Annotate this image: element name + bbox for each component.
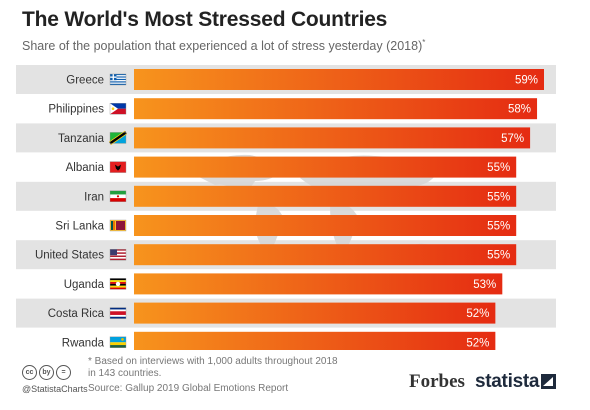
forbes-logo[interactable]: Forbes xyxy=(409,371,465,392)
bar-philippines[interactable] xyxy=(134,98,538,120)
bar-sri-lanka[interactable] xyxy=(134,215,517,236)
bar-costa-rica[interactable] xyxy=(134,302,496,324)
data-label: 55% xyxy=(487,221,510,233)
category-label: Rwanda xyxy=(62,337,105,349)
statista-handle: @StatistaCharts xyxy=(22,384,88,394)
philippines-flag-icon xyxy=(109,102,127,115)
category-label: Tanzania xyxy=(58,133,105,145)
costa-rica-flag-icon xyxy=(109,307,127,319)
attribution-icon: by xyxy=(39,365,54,380)
bar-united-states[interactable] xyxy=(134,244,517,266)
bar-albania[interactable] xyxy=(134,156,517,178)
data-label: 53% xyxy=(473,279,496,291)
data-label: 59% xyxy=(515,75,538,87)
data-label: 55% xyxy=(487,191,510,203)
chart-subtitle: Share of the population that experienced… xyxy=(22,38,425,53)
source-note: Source: Gallup 2019 Global Emotions Repo… xyxy=(88,383,289,394)
bar-chart: Greece 59% Philippines 58% Tanzania 57% Albani… xyxy=(16,65,556,350)
chart-title: The World's Most Stressed Countries xyxy=(22,8,388,31)
category-label: Greece xyxy=(66,75,104,87)
category-label: Philippines xyxy=(48,104,104,116)
category-label: Iran xyxy=(84,191,104,203)
creative-commons-icons: cc by = xyxy=(22,365,71,380)
tanzania-flag-icon xyxy=(108,130,128,146)
data-label: 55% xyxy=(487,250,510,262)
footnote: * Based on interviews with 1,000 adults … xyxy=(88,356,338,379)
bar-iran[interactable] xyxy=(134,185,517,207)
bar-rwanda[interactable] xyxy=(134,331,496,350)
data-label: 55% xyxy=(487,162,510,174)
data-label: 58% xyxy=(508,104,531,116)
cc-icon: cc xyxy=(22,365,37,380)
category-label: United States xyxy=(35,250,104,262)
bar-uganda[interactable] xyxy=(134,273,503,295)
uganda-flag-icon xyxy=(109,278,127,290)
united-states-flag-icon xyxy=(109,248,127,261)
no-derivatives-icon: = xyxy=(56,365,71,380)
greece-flag-icon xyxy=(109,73,127,86)
category-label: Costa Rica xyxy=(48,308,105,320)
data-label: 52% xyxy=(466,308,489,320)
subtitle-footnote-mark: * xyxy=(422,38,426,47)
statista-logo[interactable]: statista xyxy=(475,371,540,392)
category-label: Uganda xyxy=(64,279,105,291)
iran-flag-icon xyxy=(109,190,127,203)
bar-tanzania[interactable] xyxy=(134,127,531,149)
category-label: Sri Lanka xyxy=(55,221,104,233)
subtitle-text: Share of the population that experienced… xyxy=(22,39,423,54)
data-label: 57% xyxy=(501,133,524,145)
bar-greece[interactable] xyxy=(134,69,544,90)
albania-flag-icon xyxy=(109,161,127,173)
statista-logo-icon xyxy=(541,374,556,389)
category-label: Albania xyxy=(66,162,105,174)
sri-lanka-flag-icon xyxy=(109,219,127,232)
rwanda-flag-icon xyxy=(109,336,127,348)
data-label: 52% xyxy=(466,337,489,349)
